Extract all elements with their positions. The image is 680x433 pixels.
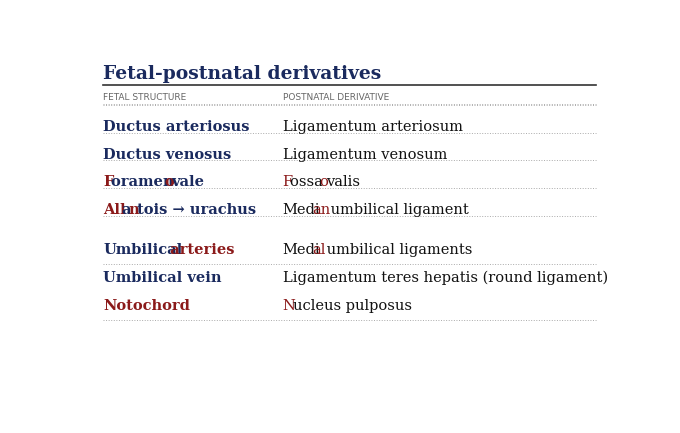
Text: oramen: oramen <box>112 175 179 189</box>
Text: o: o <box>320 175 328 189</box>
Text: Notochord: Notochord <box>103 299 190 313</box>
Text: Ligamentum arteriosum: Ligamentum arteriosum <box>283 120 462 134</box>
Text: a: a <box>121 203 131 217</box>
Text: POSTNATAL DERIVATIVE: POSTNATAL DERIVATIVE <box>283 93 389 102</box>
Text: valis: valis <box>326 175 360 189</box>
Text: ucleus pulposus: ucleus pulposus <box>292 299 411 313</box>
Text: F: F <box>103 175 114 189</box>
Text: Ligamentum teres hepatis (round ligament): Ligamentum teres hepatis (round ligament… <box>283 271 608 285</box>
Text: Umbilical vein: Umbilical vein <box>103 271 222 285</box>
Text: Fetal-postnatal derivatives: Fetal-postnatal derivatives <box>103 65 381 83</box>
Text: umbilical ligament: umbilical ligament <box>326 203 469 217</box>
Text: arteries: arteries <box>165 243 235 257</box>
Text: Umbilical: Umbilical <box>103 243 183 257</box>
Text: Ductus arteriosus: Ductus arteriosus <box>103 120 250 134</box>
Text: al: al <box>312 243 325 257</box>
Text: FETAL STRUCTURE: FETAL STRUCTURE <box>103 93 187 102</box>
Text: vale: vale <box>171 175 205 189</box>
Text: umbilical ligaments: umbilical ligaments <box>322 243 473 257</box>
Text: Ductus venosus: Ductus venosus <box>103 148 232 162</box>
Text: All: All <box>103 203 126 217</box>
Text: Medi: Medi <box>283 243 320 257</box>
Text: Medi: Medi <box>283 203 320 217</box>
Text: ossa: ossa <box>290 175 328 189</box>
Text: Ligamentum venosum: Ligamentum venosum <box>283 148 447 162</box>
Text: tois → urachus: tois → urachus <box>137 203 256 217</box>
Text: an: an <box>312 203 330 217</box>
Text: o: o <box>164 175 173 189</box>
Text: n: n <box>129 203 139 217</box>
Text: N: N <box>283 299 296 313</box>
Text: F: F <box>283 175 293 189</box>
